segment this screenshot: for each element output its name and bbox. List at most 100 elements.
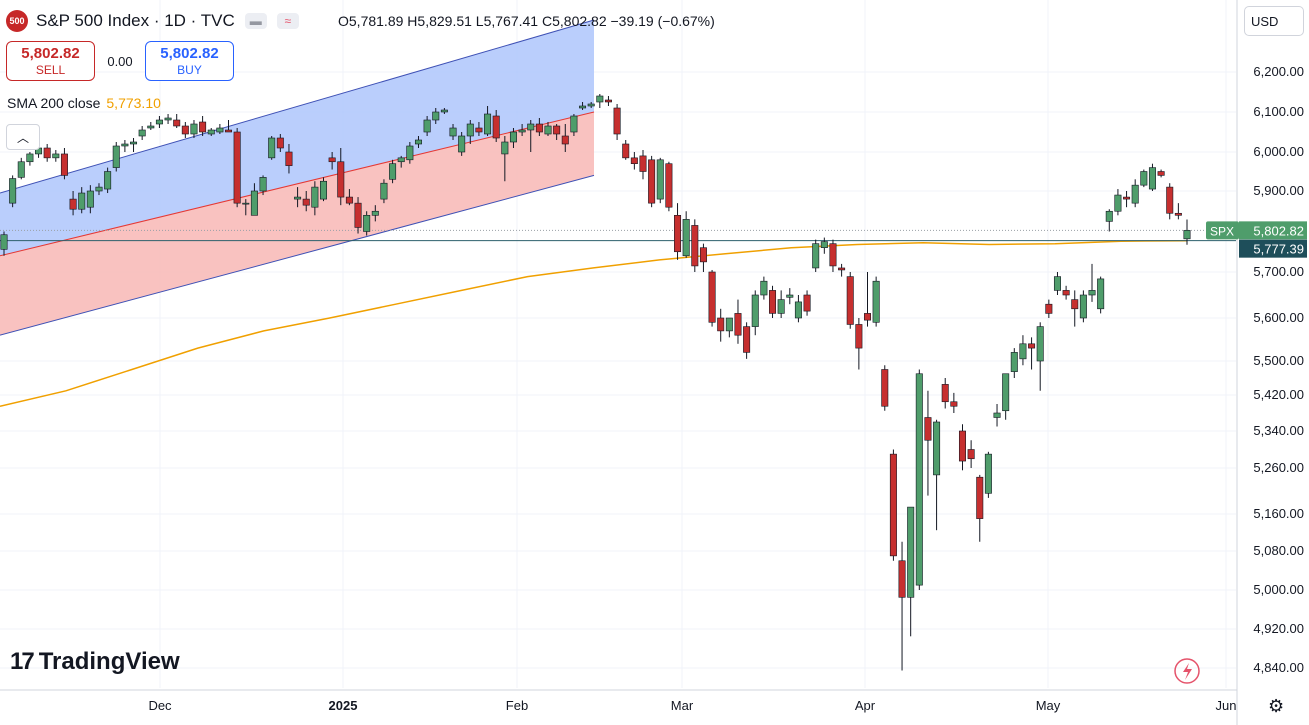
candle-body <box>449 127 457 137</box>
symbol-title[interactable]: S&P 500 Index · 1D · TVC <box>36 11 235 30</box>
candle-body <box>553 125 561 135</box>
candle-body <box>1045 303 1053 314</box>
candle-body <box>112 145 120 168</box>
currency-selector[interactable]: USD <box>1244 6 1304 36</box>
time-axis[interactable]: Dec 2025 Feb Mar Apr May Jun <box>0 658 1237 713</box>
candle-body <box>864 313 872 321</box>
candle-body <box>984 453 992 494</box>
candle-body <box>1053 276 1061 291</box>
candle-body <box>691 225 699 267</box>
regression-channel <box>0 19 595 336</box>
low-value: 5,767.41 <box>483 13 539 29</box>
trade-panel: 5,802.82 SELL 0.00 5,802.82 BUY <box>6 41 234 81</box>
tradingview-logo[interactable]: 17 TradingView <box>10 648 180 676</box>
candle-body <box>803 294 811 312</box>
minus-icon[interactable]: ▬ <box>244 13 267 29</box>
brand-name: TradingView <box>38 648 180 675</box>
candle-body <box>630 157 638 165</box>
candle-body <box>354 202 362 228</box>
candle-body <box>225 129 233 133</box>
candle-body <box>535 123 543 133</box>
channel-upper-fill <box>0 20 594 256</box>
buy-button[interactable]: 5,802.82 BUY <box>145 41 234 81</box>
sell-button[interactable]: 5,802.82 SELL <box>6 41 95 81</box>
symbol-header[interactable]: 500 S&P 500 Index · 1D · TVC ▬ ≈ <box>6 8 299 34</box>
collapse-legend-button[interactable]: ︿ <box>6 124 40 150</box>
sma-200-path <box>0 239 1188 408</box>
indicator-legend[interactable]: SMA 200 close 5,773.10 <box>7 95 161 111</box>
replay-bolt-icon <box>1183 663 1192 680</box>
price-tick-label: 5,260.00 <box>1253 460 1304 475</box>
open-label: O <box>338 13 349 29</box>
candle-body <box>371 210 379 216</box>
candle-body <box>829 243 837 267</box>
candle-body <box>363 215 371 232</box>
candle-body <box>60 153 68 176</box>
candle-body <box>52 153 60 159</box>
compare-wave-icon[interactable]: ≈ <box>276 13 299 29</box>
candle-body <box>993 412 1001 418</box>
symbol-tag: SPX <box>1210 224 1234 238</box>
candle-body <box>1088 290 1096 296</box>
candle-body <box>1028 343 1036 349</box>
candle-body <box>311 186 319 208</box>
candle-body <box>907 506 915 598</box>
symbol-logo: 500 <box>6 10 28 32</box>
candle-body <box>440 109 448 113</box>
candle-body <box>1079 294 1087 319</box>
candle-body <box>1148 167 1156 190</box>
candle-body <box>190 123 198 135</box>
candle-body <box>501 141 509 155</box>
price-tick-label: 5,000.00 <box>1253 582 1304 597</box>
price-tick-label: 4,840.00 <box>1253 660 1304 675</box>
candle-body <box>527 123 535 131</box>
candle-body <box>492 115 500 139</box>
price-tick-label: 5,340.00 <box>1253 423 1304 438</box>
candle-body <box>1019 343 1027 360</box>
price-axis[interactable]: 6,200.00 6,100.00 6,000.00 5,900.00 5,700.00… <box>1206 0 1307 725</box>
settings-gear-icon[interactable]: ⚙ <box>1268 696 1285 716</box>
candle-body <box>345 196 353 204</box>
price-tick-label: 6,200.00 <box>1253 64 1304 79</box>
candle-body <box>328 157 336 163</box>
candle-body <box>1114 194 1122 212</box>
sma-price-tag: 5,777.39 <box>1253 242 1304 257</box>
buy-label: BUY <box>177 63 202 77</box>
candle-body <box>181 125 189 135</box>
candle-body <box>786 294 794 298</box>
indicator-value: 5,773.10 <box>106 95 161 111</box>
close-label: C <box>541 13 553 29</box>
candle-body <box>319 180 327 200</box>
candle-body <box>881 369 889 407</box>
candle-body <box>276 137 284 149</box>
candle-body <box>639 155 647 172</box>
candle-body <box>423 119 431 133</box>
candle-body <box>656 159 664 200</box>
candle-body <box>1036 326 1044 362</box>
candle-body <box>941 384 949 403</box>
candle-body <box>958 430 966 462</box>
symbol-tag-bg <box>1206 221 1239 240</box>
price-tick-label: 4,920.00 <box>1253 621 1304 636</box>
candle-body <box>78 192 86 210</box>
candle-body <box>846 276 854 325</box>
candle-body <box>484 113 492 135</box>
candle-body <box>915 373 923 586</box>
candle-body <box>17 161 25 178</box>
candle-body <box>86 190 94 208</box>
candle-body <box>138 129 146 137</box>
candle-body <box>9 178 17 204</box>
candle-body <box>769 290 777 314</box>
candle-body <box>838 267 846 271</box>
candle-body <box>751 294 759 327</box>
candle-body <box>725 317 733 332</box>
candle-body <box>855 324 863 349</box>
candle-body <box>924 417 932 441</box>
candle-body <box>674 215 682 253</box>
chevron-up-icon: ︿ <box>16 130 29 145</box>
time-tick-label: 2025 <box>329 698 358 713</box>
candle-body <box>259 177 267 192</box>
currency-label: USD <box>1251 13 1279 29</box>
time-tick-label: Apr <box>855 698 876 713</box>
